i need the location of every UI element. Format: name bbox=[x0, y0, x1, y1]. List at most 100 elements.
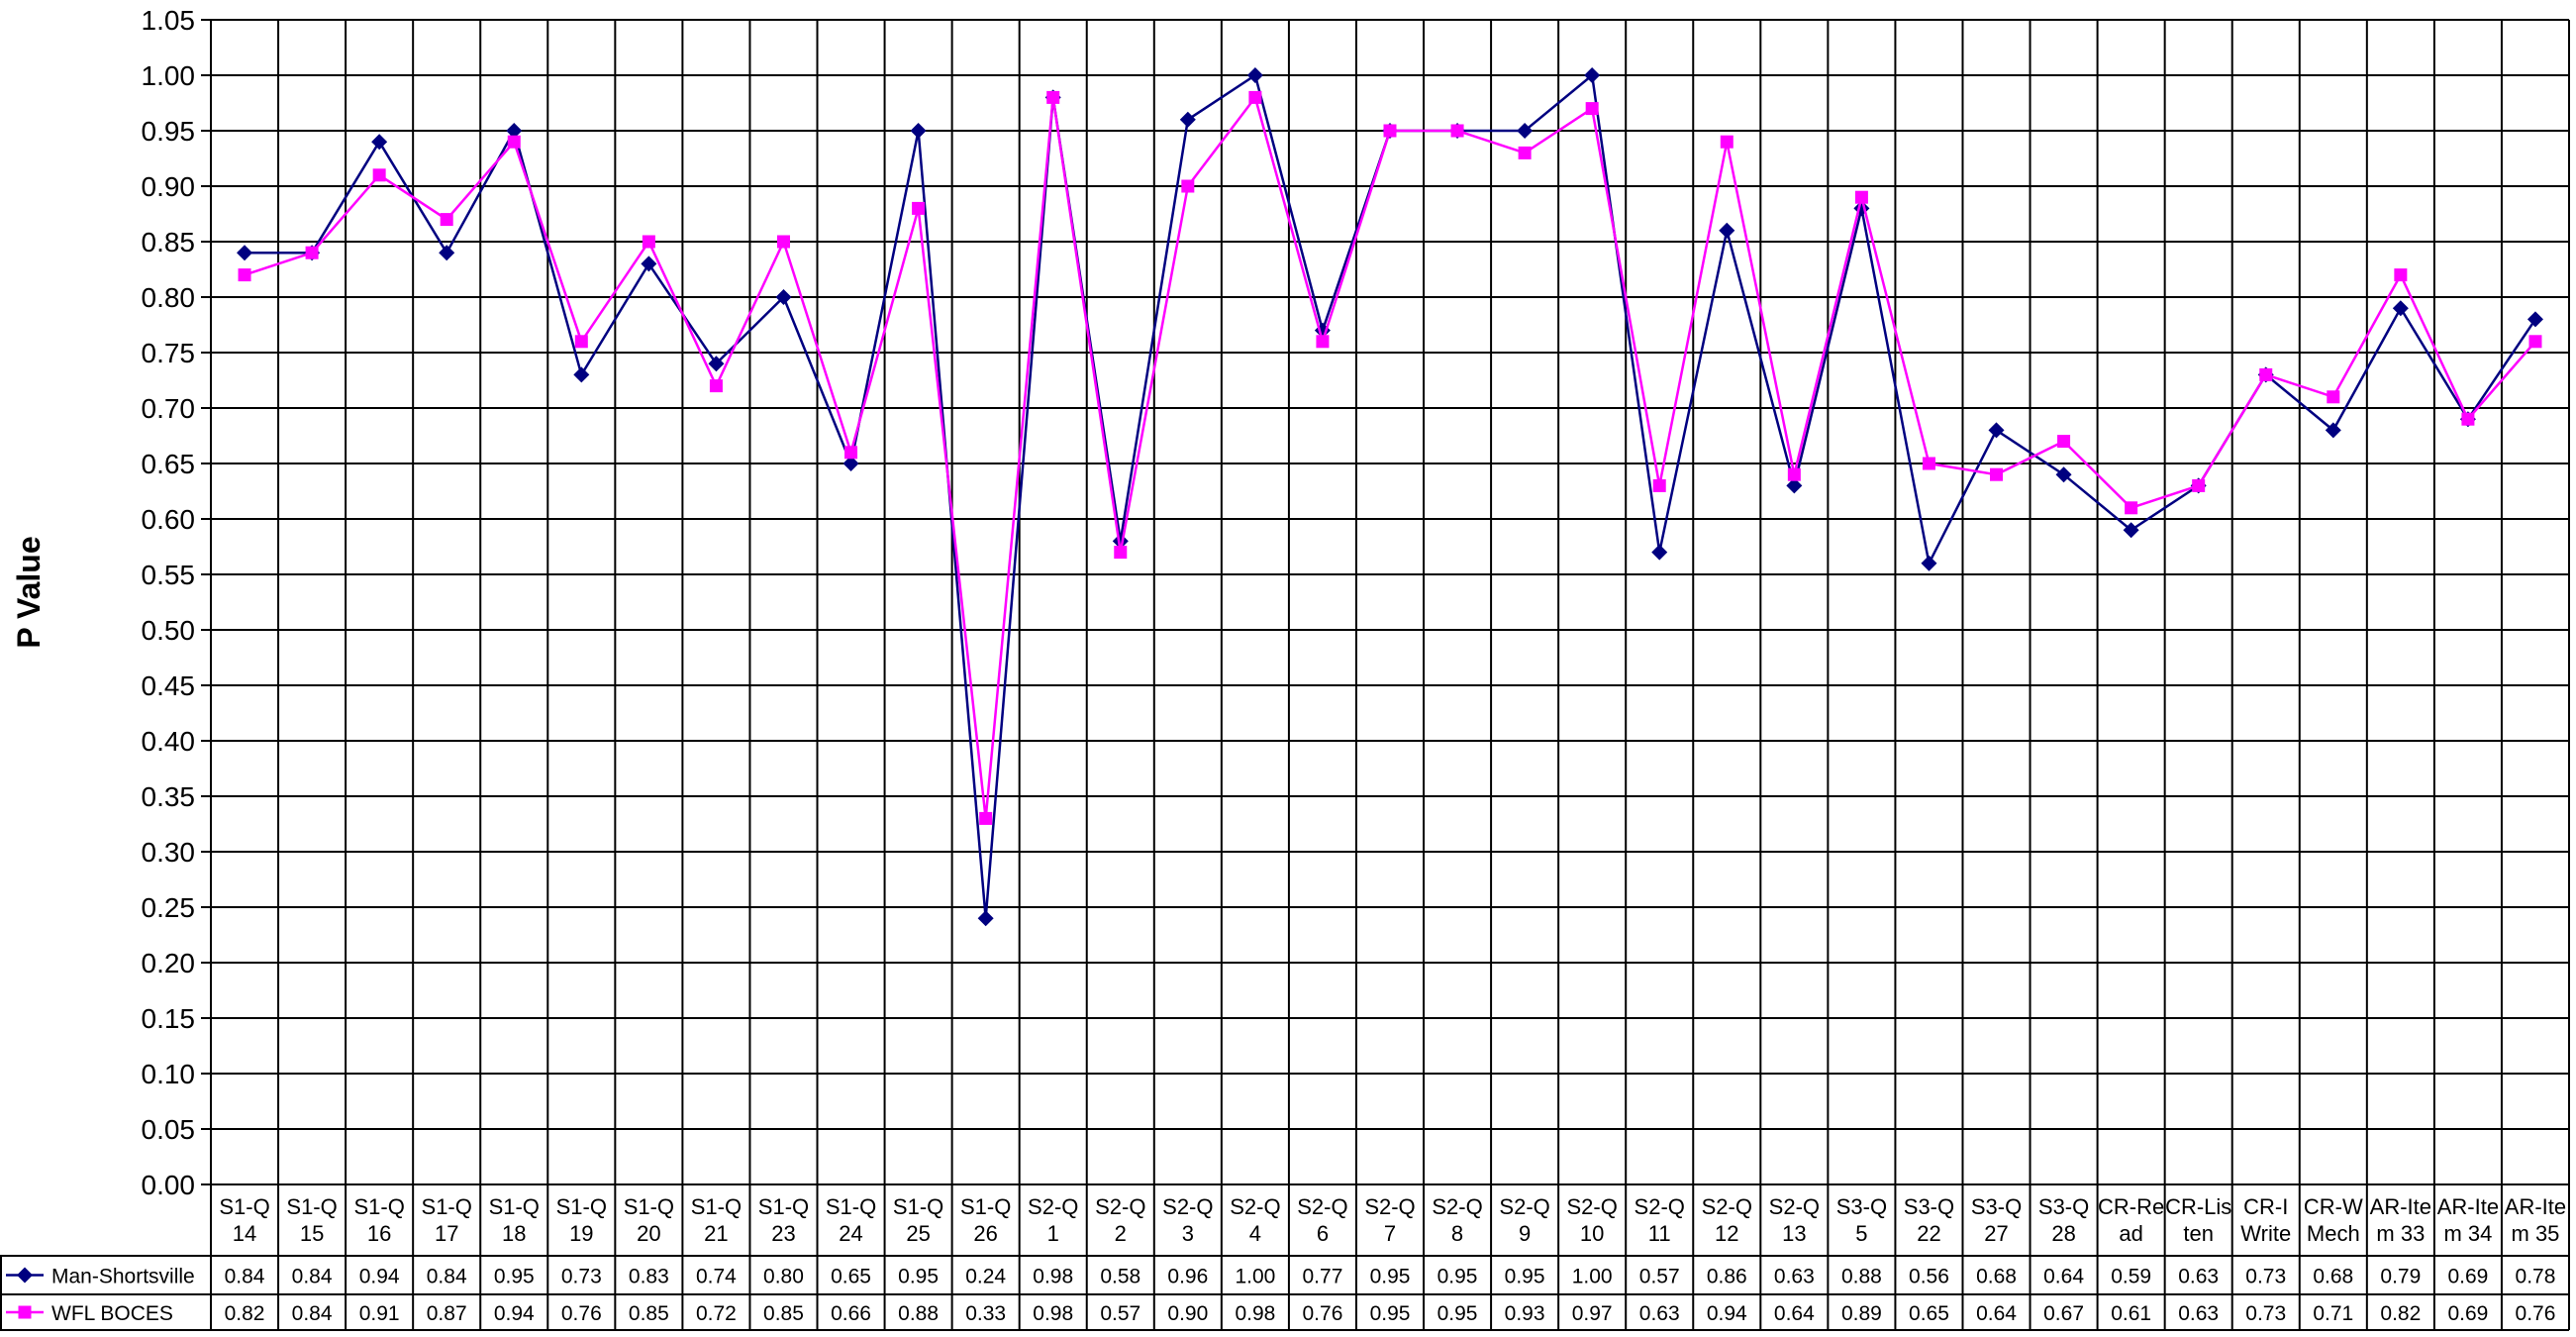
table-value: 0.95 bbox=[1370, 1266, 1411, 1288]
category-label: S1-Q bbox=[489, 1194, 540, 1219]
data-point bbox=[2125, 501, 2138, 515]
data-point bbox=[2327, 390, 2340, 404]
data-point bbox=[708, 356, 725, 372]
category-label: S2-Q bbox=[1162, 1194, 1213, 1219]
table-value: 0.73 bbox=[561, 1266, 602, 1288]
data-table: S1-Q14S1-Q15S1-Q16S1-Q17S1-Q18S1-Q19S1-Q… bbox=[0, 1194, 2569, 1331]
table-value: 0.66 bbox=[831, 1302, 871, 1325]
category-label: S1-Q bbox=[826, 1194, 876, 1219]
data-point bbox=[1719, 222, 1735, 239]
y-tick-label: 0.35 bbox=[142, 781, 196, 812]
category-label: S1-Q bbox=[960, 1194, 1011, 1219]
category-label: m 33 bbox=[2376, 1221, 2425, 1246]
y-tick-label: 1.00 bbox=[142, 60, 196, 91]
table-value: 0.72 bbox=[696, 1302, 737, 1325]
category-label: S3-Q bbox=[1836, 1194, 1887, 1219]
table-value: 0.94 bbox=[1707, 1302, 1747, 1325]
y-tick-label: 1.05 bbox=[142, 5, 196, 36]
data-point bbox=[237, 245, 253, 261]
category-label: S2-Q bbox=[1635, 1194, 1685, 1219]
table-value: 0.57 bbox=[1639, 1266, 1680, 1288]
y-tick-label: 0.10 bbox=[142, 1059, 196, 1089]
data-point bbox=[1652, 478, 1666, 492]
table-value: 0.95 bbox=[898, 1266, 939, 1288]
category-label: S2-Q bbox=[1364, 1194, 1415, 1219]
category-label: 28 bbox=[2051, 1221, 2075, 1246]
data-point bbox=[1854, 190, 1868, 204]
data-point bbox=[1922, 457, 1935, 470]
category-label: S1-Q bbox=[758, 1194, 809, 1219]
category-label: 10 bbox=[1580, 1221, 1604, 1246]
y-tick-label: 0.40 bbox=[142, 726, 196, 757]
y-tick-label: 0.75 bbox=[142, 338, 196, 368]
category-label: 18 bbox=[502, 1221, 526, 1246]
category-label: S1-Q bbox=[624, 1194, 674, 1219]
y-tick-label: 0.05 bbox=[142, 1114, 196, 1145]
data-point bbox=[2394, 268, 2408, 282]
y-tick-label: 0.85 bbox=[142, 227, 196, 257]
table-value: 0.65 bbox=[831, 1266, 871, 1288]
grid bbox=[210, 19, 2570, 1330]
y-tick-label: 0.50 bbox=[142, 615, 196, 646]
category-label: 19 bbox=[569, 1221, 593, 1246]
category-label: AR-Ite bbox=[2437, 1194, 2499, 1219]
table-value: 0.64 bbox=[2043, 1266, 2084, 1288]
category-label: m 34 bbox=[2443, 1221, 2492, 1246]
data-point bbox=[2461, 412, 2475, 426]
category-label: S1-Q bbox=[353, 1194, 404, 1219]
data-point bbox=[1921, 555, 1937, 571]
table-value: 0.90 bbox=[1167, 1302, 1208, 1325]
table-value: 0.94 bbox=[359, 1266, 400, 1288]
y-tick-label: 0.25 bbox=[142, 892, 196, 923]
table-value: 0.84 bbox=[292, 1302, 333, 1325]
category-label: S1-Q bbox=[893, 1194, 943, 1219]
category-label: 3 bbox=[1182, 1221, 1194, 1246]
category-label: 15 bbox=[300, 1221, 324, 1246]
category-label: 2 bbox=[1115, 1221, 1127, 1246]
legend-marker bbox=[18, 1305, 32, 1319]
table-value: 1.00 bbox=[1235, 1266, 1275, 1288]
table-value: 0.87 bbox=[427, 1302, 467, 1325]
table-value: 0.93 bbox=[1505, 1302, 1545, 1325]
table-value: 0.83 bbox=[629, 1266, 669, 1288]
data-point bbox=[844, 446, 858, 460]
data-point bbox=[1246, 67, 1263, 83]
y-tick-label: 0.60 bbox=[142, 504, 196, 535]
category-label: S2-Q bbox=[1297, 1194, 1347, 1219]
data-point bbox=[979, 811, 993, 825]
data-point bbox=[1383, 124, 1397, 138]
category-label: S3-Q bbox=[1971, 1194, 2022, 1219]
y-tick-label: 0.90 bbox=[142, 171, 196, 202]
category-label: S1-Q bbox=[422, 1194, 472, 1219]
table-value: 0.98 bbox=[1235, 1302, 1275, 1325]
category-label: Write bbox=[2240, 1221, 2291, 1246]
category-label: S1-Q bbox=[691, 1194, 742, 1219]
data-point bbox=[1651, 544, 1668, 561]
table-value: 0.95 bbox=[1505, 1266, 1545, 1288]
table-value: 0.95 bbox=[494, 1266, 535, 1288]
table-value: 0.91 bbox=[359, 1302, 400, 1325]
category-label: S1-Q bbox=[556, 1194, 607, 1219]
table-value: 0.97 bbox=[1572, 1302, 1613, 1325]
data-point bbox=[842, 456, 859, 471]
table-value: 0.59 bbox=[2111, 1266, 2151, 1288]
category-label: S3-Q bbox=[2038, 1194, 2089, 1219]
category-label: CR-W bbox=[2304, 1194, 2363, 1219]
data-point bbox=[506, 123, 523, 139]
data-point bbox=[1517, 123, 1534, 139]
table-value: 0.89 bbox=[1841, 1302, 1882, 1325]
data-point bbox=[2123, 522, 2139, 539]
table-value: 0.73 bbox=[2245, 1302, 2286, 1325]
category-label: 24 bbox=[839, 1221, 862, 1246]
category-label: AR-Ite bbox=[2505, 1194, 2566, 1219]
series-group bbox=[237, 67, 2543, 927]
table-value: 0.96 bbox=[1167, 1266, 1208, 1288]
y-axis-label: P Value bbox=[11, 536, 47, 648]
table-value: 1.00 bbox=[1572, 1266, 1613, 1288]
table-value: 0.95 bbox=[1437, 1302, 1478, 1325]
category-label: 11 bbox=[1648, 1221, 1671, 1246]
data-point bbox=[439, 245, 455, 261]
y-tick-label: 0.55 bbox=[142, 560, 196, 590]
category-label: 5 bbox=[1855, 1221, 1867, 1246]
table-value: 0.61 bbox=[2111, 1302, 2151, 1325]
